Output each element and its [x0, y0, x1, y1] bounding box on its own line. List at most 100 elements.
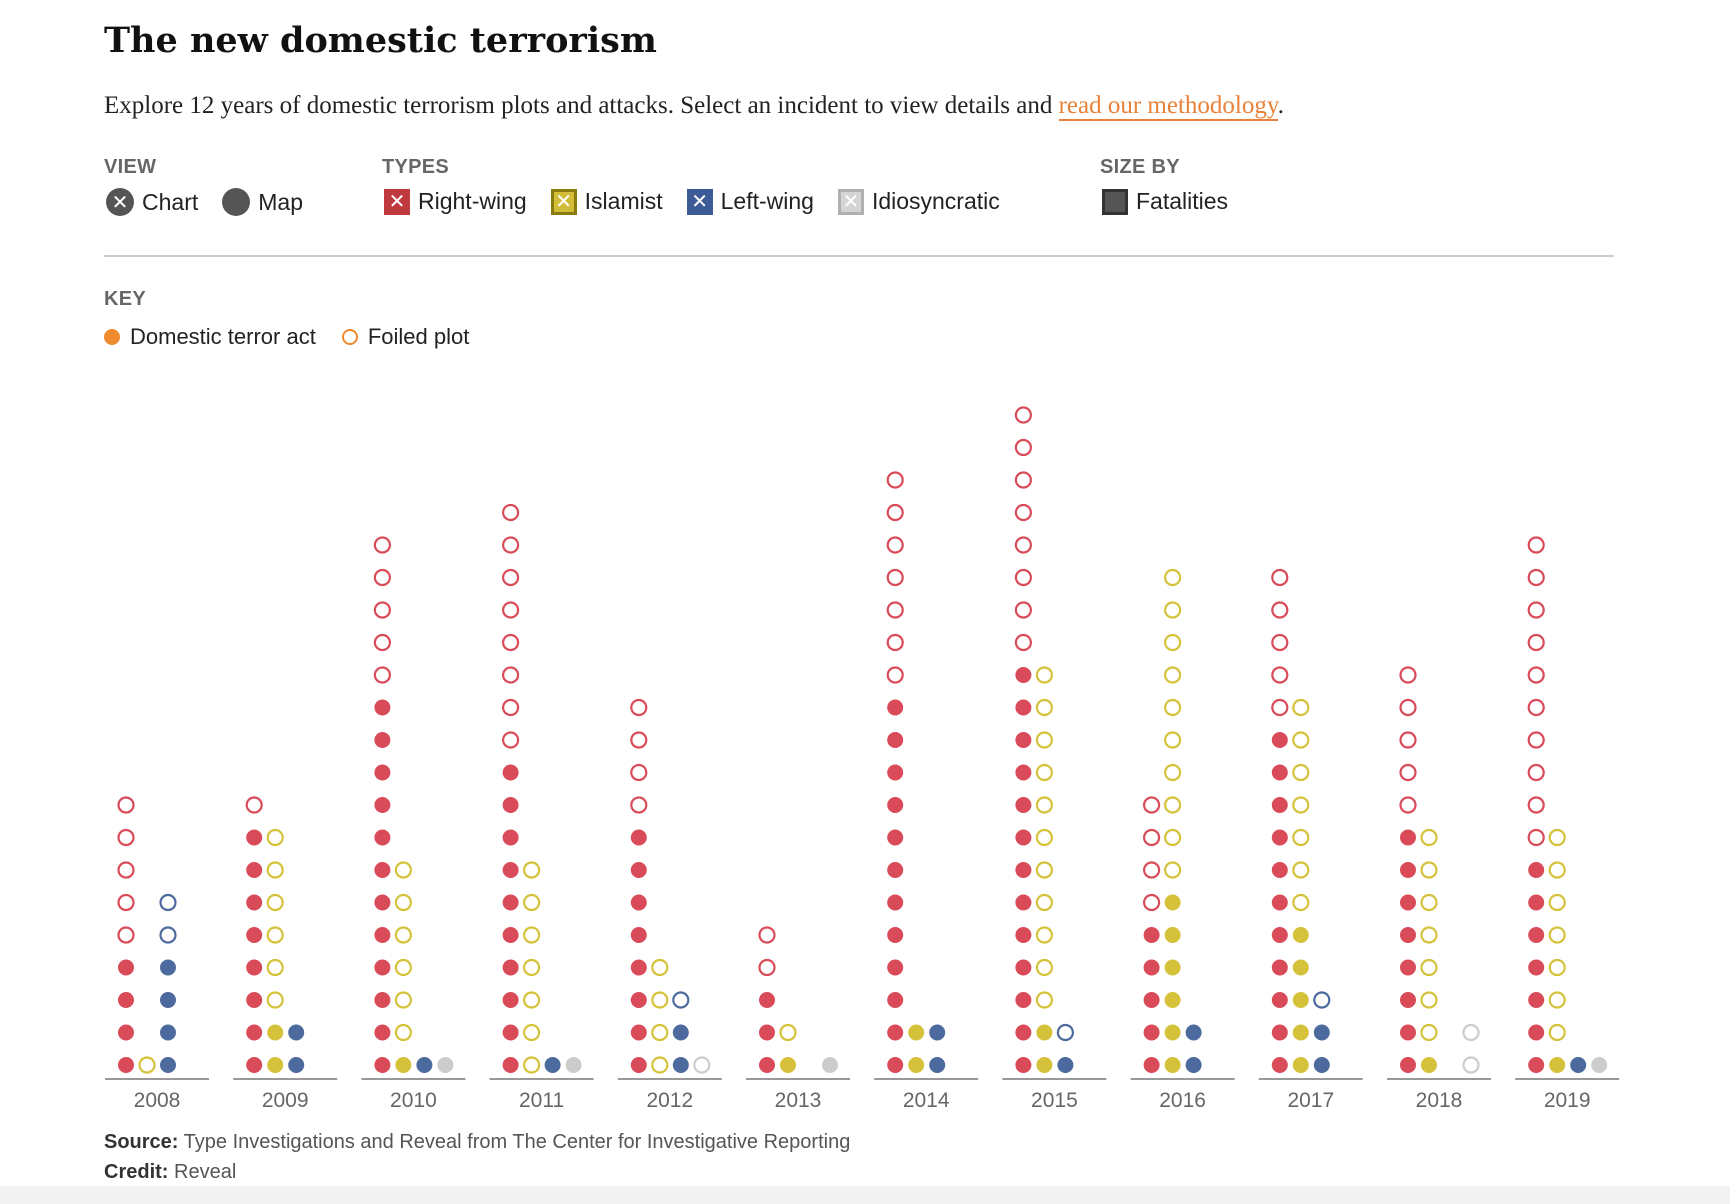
- incident-dot-right-act[interactable]: [1271, 797, 1288, 813]
- incident-dot-right-act[interactable]: [1015, 959, 1032, 976]
- incident-dot-islamist-act[interactable]: [1164, 1024, 1181, 1041]
- incident-dot-right-plot[interactable]: [117, 926, 135, 944]
- incident-dot-islamist-plot[interactable]: [1548, 893, 1566, 912]
- incident-dot-right-act[interactable]: [1271, 959, 1288, 976]
- incident-dot-right-act[interactable]: [118, 992, 134, 1008]
- incident-dot-islamist-plot[interactable]: [266, 893, 284, 912]
- incident-dot-right-act[interactable]: [1015, 1024, 1032, 1041]
- incident-dot-right-plot[interactable]: [630, 698, 648, 717]
- incident-dot-right-act[interactable]: [374, 927, 391, 943]
- incident-dot-right-act[interactable]: [1271, 1057, 1288, 1073]
- incident-dot-islamist-plot[interactable]: [266, 828, 284, 847]
- incident-dot-right-act[interactable]: [1400, 862, 1416, 878]
- incident-dot-right-act[interactable]: [887, 959, 904, 976]
- incident-dot-right-plot[interactable]: [1014, 601, 1033, 619]
- incident-dot-islamist-act[interactable]: [1421, 1057, 1437, 1073]
- incident-dot-islamist-plot[interactable]: [1163, 731, 1182, 749]
- incident-dot-right-act[interactable]: [630, 927, 647, 943]
- incident-dot-right-plot[interactable]: [1527, 666, 1545, 684]
- methodology-link[interactable]: read our methodology: [1058, 92, 1278, 121]
- type-filter-idiosyncratic[interactable]: ✕ Idiosyncratic: [837, 188, 1000, 215]
- incident-dot-right-act[interactable]: [374, 1057, 391, 1073]
- incident-dot-islamist-plot[interactable]: [1292, 893, 1310, 912]
- incident-dot-right-act[interactable]: [1271, 862, 1288, 878]
- incident-dot-right-act[interactable]: [374, 764, 391, 781]
- incident-dot-left-act[interactable]: [160, 1057, 176, 1073]
- incident-dot-islamist-plot[interactable]: [1420, 893, 1438, 912]
- incident-dot-right-plot[interactable]: [502, 601, 520, 619]
- incident-dot-left-act[interactable]: [1185, 1024, 1202, 1041]
- incident-dot-islamist-plot[interactable]: [522, 861, 541, 879]
- incident-dot-islamist-plot[interactable]: [1292, 796, 1310, 814]
- incident-dot-islamist-plot[interactable]: [1292, 763, 1310, 782]
- incident-dot-islamist-plot[interactable]: [394, 861, 412, 879]
- incident-dot-right-act[interactable]: [1400, 1024, 1416, 1041]
- incident-dot-right-act[interactable]: [1400, 927, 1416, 943]
- incident-dot-right-act[interactable]: [1015, 862, 1032, 878]
- incident-dot-right-plot[interactable]: [1527, 536, 1545, 554]
- incident-dot-islamist-plot[interactable]: [1035, 828, 1054, 847]
- incident-dot-islamist-act[interactable]: [1164, 894, 1181, 911]
- incident-dot-islamist-plot[interactable]: [1420, 828, 1438, 847]
- type-filter-islamist[interactable]: ✕ Islamist: [550, 188, 663, 215]
- incident-dot-right-act[interactable]: [1143, 959, 1160, 976]
- incident-dot-islamist-plot[interactable]: [394, 991, 412, 1009]
- incident-dot-islamist-plot[interactable]: [266, 926, 284, 944]
- incident-dot-right-plot[interactable]: [1527, 796, 1545, 814]
- incident-dot-right-plot[interactable]: [1399, 666, 1417, 684]
- incident-dot-right-act[interactable]: [1015, 1057, 1032, 1073]
- incident-dot-right-act[interactable]: [630, 992, 647, 1008]
- incident-dot-islamist-plot[interactable]: [1163, 568, 1182, 587]
- incident-dot-islamist-plot[interactable]: [1420, 991, 1438, 1009]
- incident-dot-left-act[interactable]: [1185, 1057, 1202, 1073]
- incident-dot-islamist-plot[interactable]: [651, 1056, 669, 1074]
- incident-dot-right-act[interactable]: [374, 992, 391, 1008]
- incident-dot-islamist-act[interactable]: [780, 1057, 796, 1073]
- incident-dot-islamist-plot[interactable]: [394, 926, 412, 944]
- incident-dot-islamist-plot[interactable]: [1035, 958, 1054, 977]
- incident-dot-right-act[interactable]: [1528, 992, 1545, 1008]
- incident-dot-right-act[interactable]: [374, 894, 391, 911]
- incident-dot-right-plot[interactable]: [373, 568, 391, 587]
- incident-dot-right-act[interactable]: [1143, 992, 1160, 1008]
- incident-dot-right-act[interactable]: [502, 862, 519, 878]
- incident-dot-right-plot[interactable]: [1399, 698, 1417, 717]
- incident-dot-right-plot[interactable]: [1271, 698, 1289, 717]
- incident-dot-right-act[interactable]: [374, 732, 391, 748]
- incident-dot-right-plot[interactable]: [1527, 601, 1545, 619]
- incident-dot-right-act[interactable]: [887, 764, 904, 781]
- incident-dot-left-plot[interactable]: [159, 926, 177, 944]
- incident-dot-right-act[interactable]: [887, 927, 904, 943]
- type-filter-left-wing[interactable]: ✕ Left-wing: [686, 188, 814, 215]
- incident-dot-islamist-plot[interactable]: [1420, 958, 1438, 977]
- incident-dot-right-act[interactable]: [502, 992, 519, 1008]
- incident-dot-right-act[interactable]: [887, 829, 904, 846]
- incident-dot-right-act[interactable]: [630, 959, 647, 976]
- incident-dot-right-plot[interactable]: [1014, 536, 1033, 554]
- incident-dot-right-act[interactable]: [887, 732, 904, 748]
- incident-dot-right-act[interactable]: [502, 959, 519, 976]
- view-option-map[interactable]: Map: [222, 188, 303, 216]
- incident-dot-right-plot[interactable]: [502, 666, 520, 684]
- incident-dot-right-plot[interactable]: [117, 828, 135, 847]
- incident-dot-islamist-plot[interactable]: [522, 1023, 541, 1042]
- incident-dot-idio-act[interactable]: [565, 1057, 582, 1073]
- incident-dot-left-act[interactable]: [544, 1057, 561, 1073]
- incident-dot-right-plot[interactable]: [373, 633, 391, 652]
- incident-dot-right-act[interactable]: [118, 1024, 134, 1041]
- incident-dot-right-plot[interactable]: [1271, 666, 1289, 684]
- incident-dot-right-act[interactable]: [630, 1057, 647, 1073]
- incident-dot-islamist-plot[interactable]: [1420, 861, 1438, 879]
- incident-dot-right-plot[interactable]: [630, 796, 648, 814]
- incident-dot-right-plot[interactable]: [502, 503, 520, 522]
- incident-dot-islamist-plot[interactable]: [651, 958, 669, 977]
- incident-dot-islamist-act[interactable]: [1292, 959, 1309, 976]
- incident-dot-right-plot[interactable]: [245, 796, 263, 814]
- incident-dot-right-plot[interactable]: [502, 731, 520, 749]
- incident-dot-right-plot[interactable]: [1014, 568, 1033, 587]
- incident-dot-islamist-plot[interactable]: [1548, 861, 1566, 879]
- incident-dot-right-act[interactable]: [502, 764, 519, 781]
- incident-dot-islamist-plot[interactable]: [1035, 763, 1054, 782]
- incident-dot-islamist-plot[interactable]: [779, 1023, 797, 1042]
- incident-dot-right-act[interactable]: [246, 959, 263, 976]
